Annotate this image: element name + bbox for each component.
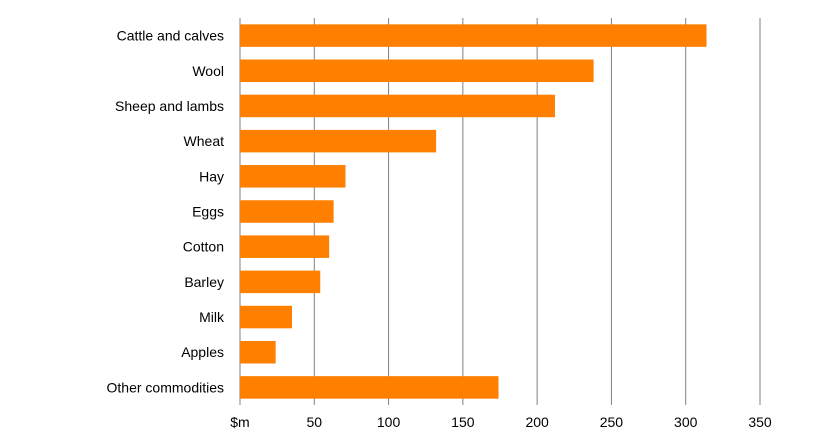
x-tick-label: 250 — [600, 414, 624, 430]
category-label: Wheat — [184, 133, 225, 149]
bar — [240, 94, 555, 118]
x-tick-label: 350 — [748, 414, 772, 430]
x-tick-label: 300 — [674, 414, 698, 430]
category-label: Milk — [199, 309, 225, 325]
category-labels: Cattle and calves Wool Sheep and lambs Whea… — [107, 28, 225, 396]
category-label: Barley — [184, 274, 224, 290]
bar — [240, 376, 499, 399]
category-label: Cotton — [183, 239, 224, 255]
bars — [240, 24, 707, 399]
category-label: Hay — [199, 168, 224, 184]
x-tick-labels: $m 50 100 150 200 250 300 350 — [230, 414, 772, 430]
category-label: Apples — [181, 344, 224, 360]
category-label: Wool — [192, 63, 224, 79]
bar — [240, 129, 437, 153]
category-label: Other commodities — [107, 379, 224, 395]
bar — [240, 235, 330, 258]
bar — [240, 305, 292, 329]
category-label: Sheep and lambs — [115, 98, 224, 114]
bar — [240, 270, 321, 294]
category-label: Eggs — [192, 204, 224, 220]
gridlines — [239, 18, 761, 405]
bar — [240, 165, 346, 188]
bar — [240, 200, 334, 223]
bar — [240, 59, 594, 83]
bar — [240, 24, 707, 47]
x-tick-label: 50 — [306, 414, 322, 430]
x-tick-label: 150 — [451, 414, 475, 430]
category-label: Cattle and calves — [117, 28, 224, 44]
bar — [240, 340, 276, 364]
x-tick-label: 100 — [377, 414, 401, 430]
x-tick-label: $m — [230, 414, 249, 430]
x-tick-label: 200 — [525, 414, 549, 430]
